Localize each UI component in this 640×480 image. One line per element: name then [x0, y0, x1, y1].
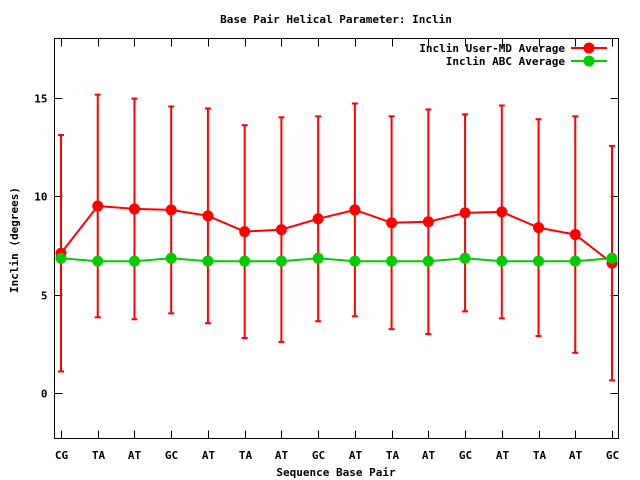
legend-marker-1	[583, 42, 595, 54]
series-lines	[60, 204, 613, 264]
y-tick-label: 0	[41, 388, 48, 401]
data-point-2	[165, 252, 177, 264]
x-tick-label: TA	[92, 449, 106, 462]
legend-label-1: Inclin User-MD Average	[419, 42, 565, 55]
data-point-1	[459, 207, 471, 219]
data-point-2	[128, 255, 140, 267]
data-point-2	[349, 255, 361, 267]
data-point-2	[496, 255, 508, 267]
series-line-2	[60, 257, 613, 263]
x-ticks: CG TA AT GC AT TA AT GC AT TA AT GC AT TA AT GC	[55, 38, 619, 462]
x-axis-label: Sequence Base Pair	[276, 466, 396, 479]
legend-marker-2	[583, 55, 595, 67]
data-point-2	[533, 255, 545, 267]
data-point-1	[349, 204, 361, 216]
y-ticks: 0 5 10 15	[34, 93, 619, 401]
x-tick-label: TA	[386, 449, 400, 462]
x-tick-label: GC	[459, 449, 472, 462]
x-tick-label: GC	[165, 449, 178, 462]
data-point-1	[533, 222, 545, 234]
x-tick-label: GC	[606, 449, 619, 462]
data-point-1	[239, 226, 251, 238]
data-point-1	[202, 210, 214, 222]
data-point-1	[569, 229, 581, 241]
chart-title: Base Pair Helical Parameter: Inclin	[220, 13, 452, 26]
data-point-2	[202, 255, 214, 267]
x-tick-label: CG	[55, 449, 69, 462]
x-tick-label: AT	[128, 449, 142, 462]
data-point-1	[128, 203, 140, 215]
legend-label-2: Inclin ABC Average	[446, 55, 566, 68]
y-tick-label: 5	[41, 290, 48, 303]
x-tick-label: TA	[533, 449, 547, 462]
data-point-2	[569, 255, 581, 267]
x-tick-label: TA	[239, 449, 253, 462]
data-point-2	[312, 252, 324, 264]
x-tick-label: AT	[202, 449, 216, 462]
data-point-2	[239, 255, 251, 267]
x-tick-label: AT	[496, 449, 510, 462]
x-tick-label: AT	[569, 449, 583, 462]
data-point-2	[275, 255, 287, 267]
data-point-1	[275, 224, 287, 236]
y-tick-label: 10	[34, 191, 47, 204]
x-tick-label: AT	[422, 449, 436, 462]
data-point-1	[165, 204, 177, 216]
data-point-2	[459, 252, 471, 264]
x-tick-label: AT	[349, 449, 363, 462]
data-point-2	[386, 255, 398, 267]
data-point-2	[92, 255, 104, 267]
y-axis-label: Inclin (degrees)	[8, 187, 21, 293]
data-point-1	[312, 213, 324, 225]
plot-frame	[54, 38, 619, 439]
data-point-1	[92, 200, 104, 212]
data-point-1	[422, 216, 434, 228]
data-point-2	[606, 252, 618, 264]
data-point-2	[422, 255, 434, 267]
data-point-1	[496, 206, 508, 218]
x-tick-label: AT	[275, 449, 289, 462]
series-line-1	[60, 204, 613, 264]
error-bars	[58, 93, 615, 382]
data-point-2	[55, 252, 67, 264]
data-point-1	[386, 217, 398, 229]
x-tick-label: GC	[312, 449, 325, 462]
y-tick-label: 15	[34, 93, 47, 106]
series-points	[55, 200, 618, 269]
